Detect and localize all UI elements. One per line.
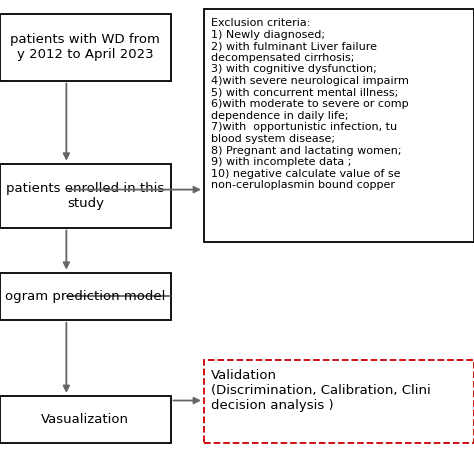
Bar (204, 360, 474, 443)
Bar (0, 14, 171, 81)
Bar (0, 396, 171, 443)
Text: ogram prediction model: ogram prediction model (5, 290, 165, 303)
Text: Vasualization: Vasualization (41, 413, 129, 426)
Bar (0, 273, 171, 320)
Bar (0, 164, 171, 228)
Bar (204, 9, 474, 242)
Text: patients with WD from
y 2012 to April 2023: patients with WD from y 2012 to April 20… (10, 33, 160, 62)
Text: patients enrolled in this
study: patients enrolled in this study (6, 182, 164, 210)
Text: Validation
(Discrimination, Calibration, Clini
decision analysis ): Validation (Discrimination, Calibration,… (211, 369, 431, 412)
Text: Exclusion criteria:
1) Newly diagnosed;
2) with fulminant Liver failure
decompen: Exclusion criteria: 1) Newly diagnosed; … (211, 18, 409, 191)
